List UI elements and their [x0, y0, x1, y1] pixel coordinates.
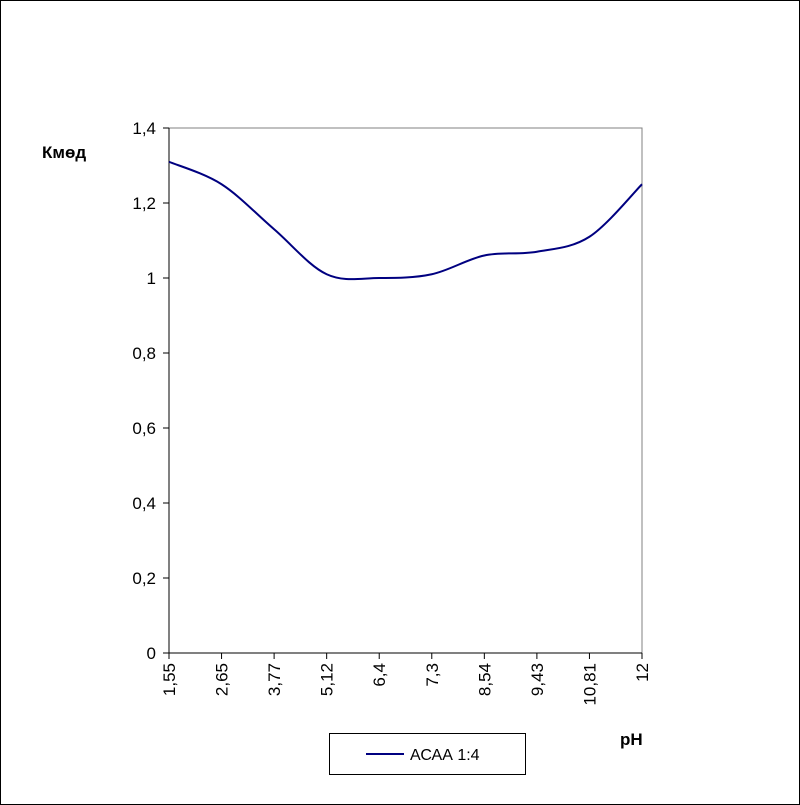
x-tick-label: 9,43	[528, 663, 547, 696]
x-tick-label: 3,77	[265, 663, 284, 696]
x-tick-label: 2,65	[213, 663, 232, 696]
y-tick-label: 0,6	[132, 419, 156, 438]
y-tick-label: 0,8	[132, 344, 156, 363]
y-tick-label: 0,2	[132, 569, 156, 588]
x-tick-label: 12	[633, 663, 652, 682]
legend: АСАА 1:4	[329, 733, 526, 775]
x-tick-label: 8,54	[475, 663, 494, 696]
x-tick-label: 10,81	[580, 663, 599, 706]
y-tick-label: 1	[147, 269, 156, 288]
x-tick-label: 1,55	[160, 663, 179, 696]
legend-box	[329, 733, 526, 775]
x-tick-label: 5,12	[318, 663, 337, 696]
y-tick-label: 0,4	[132, 494, 156, 513]
y-tick-label: 1,2	[132, 194, 156, 213]
series-line-0	[168, 160, 643, 281]
x-axis-title: pH	[620, 730, 643, 749]
x-axis: 1,55 2,65 3,77 5,12 6,4 7,3 8,54 9,43 10,81 12	[160, 652, 652, 706]
x-tick-label: 6,4	[370, 663, 389, 687]
y-tick-label: 0	[147, 644, 156, 663]
legend-label: АСАА 1:4	[410, 747, 480, 764]
x-tick-label: 7,3	[423, 663, 442, 687]
y-axis: 0 0,2 0,4 0,6 0,8 1 1,2 1,4	[132, 119, 170, 663]
y-axis-title: Кмөд	[42, 143, 86, 162]
series-group	[168, 160, 643, 281]
y-tick-label: 1,4	[132, 119, 156, 138]
